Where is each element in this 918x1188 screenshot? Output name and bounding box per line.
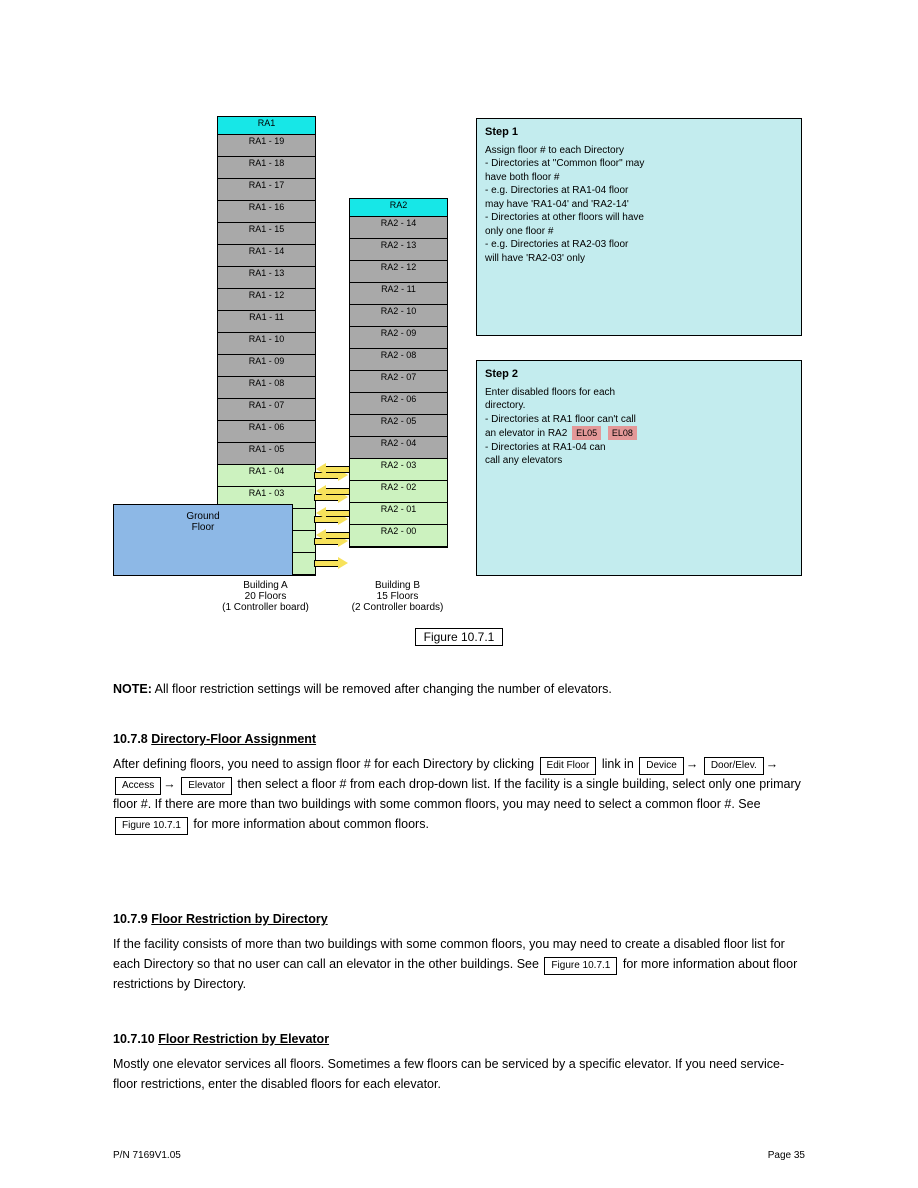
fig-ref-1079: Figure 10.7.1 [544,957,617,975]
section-10710: 10.7.10 Floor Restriction by Elevator Mo… [113,1030,805,1094]
section-1079: 10.7.9 Floor Restriction by Directory If… [113,910,805,994]
arrow-right [314,557,350,569]
floor-cell: RA1 - 19 [218,135,315,157]
floor-cell: RA1 - 15 [218,223,315,245]
floor-cell: RA1 - 06 [218,421,315,443]
floor-cell: RA2 - 07 [350,371,447,393]
arrow-left [314,507,350,519]
floor-cell-common: RA1 - 04 [218,465,315,487]
tower-b: RA2 RA2 - 14RA2 - 13RA2 - 12RA2 - 11RA2 … [349,198,448,548]
info-box2-title: Step 2 [485,368,518,380]
info-box-step1: Step 1 Assign floor # to each Directory … [476,118,802,336]
floor-cell-common: RA2 - 03 [350,459,447,481]
pill-el08: EL08 [608,426,637,440]
floor-cell: RA1 - 17 [218,179,315,201]
info-box-step2: Step 2 Enter disabled floors for each di… [476,360,802,576]
floor-cell-common: RA2 - 02 [350,481,447,503]
pill-el05: EL05 [572,426,601,440]
floor-cell: RA2 - 10 [350,305,447,327]
nav-access[interactable]: Access [115,777,161,795]
floor-cell: RA2 - 13 [350,239,447,261]
tower-a-header: RA1 [218,117,315,135]
floor-cell: RA1 - 12 [218,289,315,311]
floor-cell: RA2 - 06 [350,393,447,415]
nav-elevator[interactable]: Elevator [181,777,232,795]
floor-cell: RA1 - 07 [218,399,315,421]
floor-cell: RA1 - 14 [218,245,315,267]
tower-b-label: Building B 15 Floors (2 Controller board… [349,580,446,613]
floor-cell-common: RA2 - 01 [350,503,447,525]
floor-cell: RA2 - 08 [350,349,447,371]
arrow-left [314,485,350,497]
arrow-left [314,463,350,475]
pager-right: Page 35 [768,1150,805,1161]
floor-cell: RA1 - 10 [218,333,315,355]
floor-cell: RA1 - 08 [218,377,315,399]
tower-b-header: RA2 [350,199,447,217]
floor-cell: RA1 - 13 [218,267,315,289]
floor-cell: RA1 - 16 [218,201,315,223]
floor-cell: RA1 - 09 [218,355,315,377]
info-box1-title: Step 1 [485,126,518,138]
floor-cell: RA1 - 18 [218,157,315,179]
tower-a-label: Building A 20 Floors (1 Controller board… [217,580,314,613]
floor-cell: RA2 - 14 [350,217,447,239]
link-edit-floor[interactable]: Edit Floor [540,757,597,775]
nav-device[interactable]: Device [639,757,684,775]
figure-caption: Figure 10.7.1 [0,630,918,644]
page: RA1 RA1 - 19RA1 - 18RA1 - 17RA1 - 16RA1 … [0,0,918,1188]
note-block: NOTE: All floor restriction settings wil… [113,680,805,699]
floor-cell: RA2 - 05 [350,415,447,437]
ground-box: Ground Floor [113,504,293,576]
floor-cell: RA1 - 11 [218,311,315,333]
floor-cell: RA2 - 12 [350,261,447,283]
nav-doorelev[interactable]: Door/Elev. [704,757,764,775]
floor-cell: RA2 - 11 [350,283,447,305]
floor-cell: RA2 - 09 [350,327,447,349]
arrow-left [314,529,350,541]
floor-cell-common: RA2 - 00 [350,525,447,547]
fig-ref-1078: Figure 10.7.1 [115,817,188,835]
floor-cell: RA2 - 04 [350,437,447,459]
pager-left: P/N 7169V1.05 [113,1150,181,1161]
section-1078: 10.7.8 Directory-Floor Assignment After … [113,730,805,835]
floor-cell: RA1 - 05 [218,443,315,465]
